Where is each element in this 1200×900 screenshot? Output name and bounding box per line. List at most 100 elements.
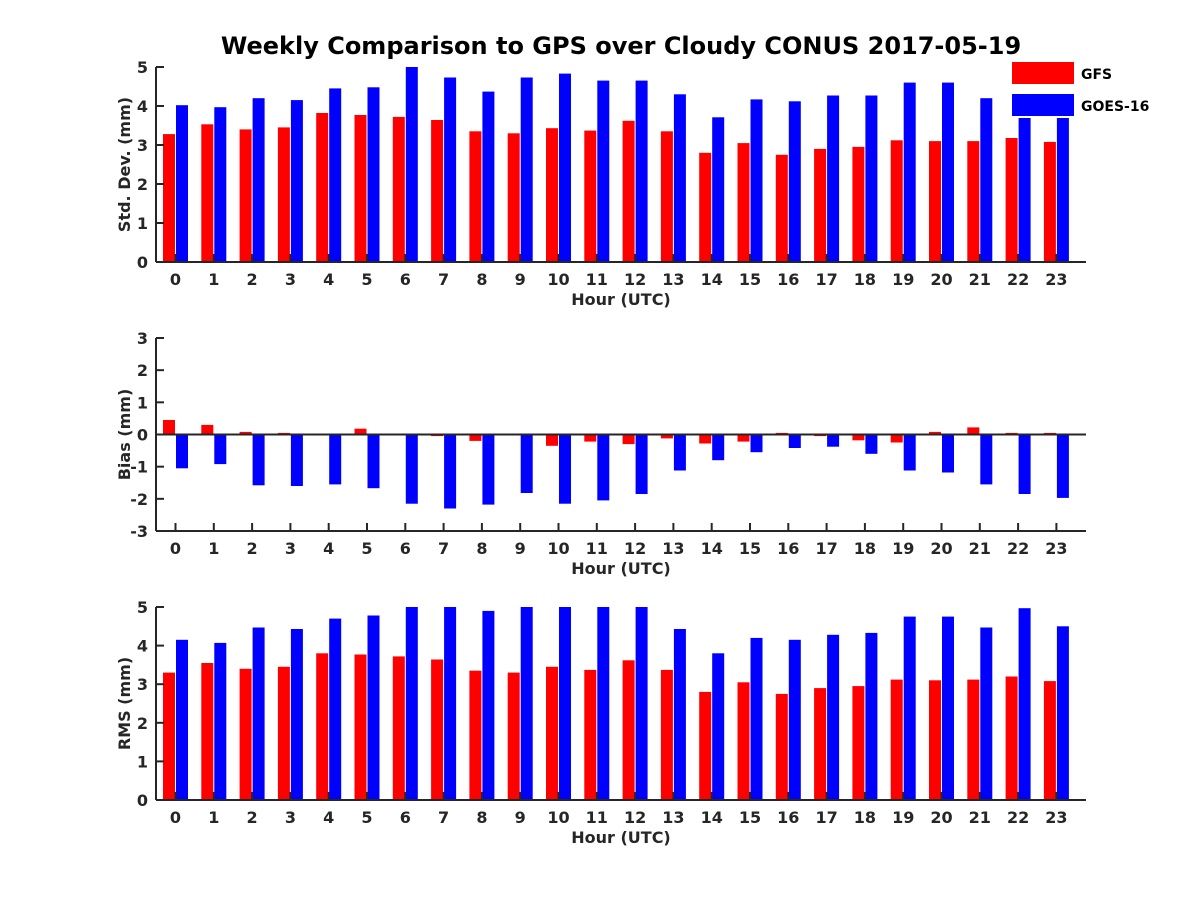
bar-gfs-hour-5 bbox=[354, 115, 367, 262]
bar-gfs-hour-8 bbox=[469, 670, 482, 800]
bar-goes16-hour-10 bbox=[559, 73, 571, 262]
x-tick-label: 15 bbox=[739, 808, 761, 827]
bar-goes16-hour-19 bbox=[903, 616, 916, 800]
x-tick-label: 2 bbox=[247, 808, 258, 827]
bar-goes16-hour-15 bbox=[750, 434, 763, 453]
bar-gfs-hour-9 bbox=[507, 672, 520, 800]
legend-swatch-goes16 bbox=[1012, 94, 1074, 116]
bar-goes16-hour-18 bbox=[865, 434, 878, 454]
x-tick-label: 11 bbox=[586, 808, 608, 827]
bar-goes16-hour-7 bbox=[444, 607, 457, 800]
bar-goes16-hour-9 bbox=[520, 434, 533, 493]
x-tick-label: 3 bbox=[285, 808, 296, 827]
bar-gfs-hour-21 bbox=[967, 141, 980, 262]
y-tick-label: 5 bbox=[137, 598, 148, 617]
bar-goes16-hour-10 bbox=[559, 607, 571, 800]
bar-goes16-hour-12 bbox=[635, 607, 648, 800]
x-tick-label: 11 bbox=[586, 539, 608, 558]
bar-goes16-hour-13 bbox=[673, 434, 686, 471]
bar-goes16-hour-21 bbox=[980, 98, 993, 262]
bar-goes16-hour-17 bbox=[827, 634, 840, 800]
x-tick-label: 19 bbox=[892, 808, 914, 827]
bar-gfs-hour-11 bbox=[584, 130, 597, 262]
bar-gfs-hour-20 bbox=[929, 680, 941, 800]
bar-goes16-hour-19 bbox=[903, 82, 916, 262]
bar-goes16-hour-4 bbox=[329, 618, 342, 800]
x-tick-label: 17 bbox=[815, 808, 837, 827]
x-tick-label: 22 bbox=[1007, 808, 1029, 827]
x-tick-label: 18 bbox=[854, 539, 876, 558]
bar-goes16-hour-19 bbox=[903, 434, 916, 471]
bar-gfs-hour-14 bbox=[699, 691, 712, 800]
x-axis-label: Hour (UTC) bbox=[571, 559, 671, 578]
bar-gfs-hour-20 bbox=[929, 431, 941, 435]
y-tick-label: 1 bbox=[137, 393, 148, 412]
bar-goes16-hour-11 bbox=[597, 80, 610, 262]
bar-goes16-hour-4 bbox=[329, 88, 342, 263]
bar-gfs-hour-23 bbox=[1043, 141, 1056, 262]
y-tick-label: 3 bbox=[137, 675, 148, 694]
bar-goes16-hour-8 bbox=[482, 91, 495, 262]
bar-gfs-hour-5 bbox=[354, 654, 367, 800]
x-axis-label: Hour (UTC) bbox=[571, 290, 671, 309]
bar-goes16-hour-22 bbox=[1018, 434, 1031, 494]
y-tick-label: 1 bbox=[137, 214, 148, 233]
bar-gfs-hour-16 bbox=[775, 693, 788, 800]
bar-gfs-hour-1 bbox=[201, 663, 214, 800]
bar-goes16-hour-16 bbox=[788, 639, 801, 800]
bar-goes16-hour-23 bbox=[1056, 434, 1069, 498]
x-tick-label: 23 bbox=[1045, 539, 1067, 558]
bar-gfs-hour-10 bbox=[546, 434, 558, 446]
x-tick-label: 20 bbox=[930, 539, 952, 558]
x-tick-label: 6 bbox=[400, 808, 411, 827]
bar-goes16-hour-22 bbox=[1018, 608, 1031, 800]
x-tick-label: 13 bbox=[662, 539, 684, 558]
x-tick-label: 9 bbox=[515, 539, 526, 558]
bar-gfs-hour-7 bbox=[431, 120, 444, 262]
legend: GFS GOES-16 bbox=[1008, 60, 1156, 118]
x-tick-label: 21 bbox=[969, 808, 991, 827]
bar-goes16-hour-11 bbox=[597, 434, 610, 501]
bar-gfs-hour-15 bbox=[737, 682, 750, 800]
bar-gfs-hour-16 bbox=[775, 154, 788, 263]
bar-goes16-hour-12 bbox=[635, 80, 648, 262]
bar-goes16-hour-3 bbox=[290, 629, 303, 800]
y-tick-label: 5 bbox=[137, 58, 148, 77]
bar-goes16-hour-3 bbox=[290, 434, 303, 486]
bar-goes16-hour-21 bbox=[980, 434, 993, 485]
x-tick-label: 4 bbox=[323, 270, 334, 289]
y-tick-label: 3 bbox=[137, 136, 148, 155]
bar-goes16-hour-8 bbox=[482, 434, 495, 505]
x-tick-label: 7 bbox=[438, 808, 449, 827]
bar-gfs-hour-9 bbox=[507, 133, 520, 262]
bar-goes16-hour-11 bbox=[597, 607, 610, 800]
bar-gfs-hour-7 bbox=[431, 659, 444, 800]
bar-gfs-hour-15 bbox=[737, 434, 750, 442]
x-tick-label: 14 bbox=[701, 270, 723, 289]
bar-goes16-hour-13 bbox=[673, 94, 686, 262]
y-tick-label: 2 bbox=[137, 714, 148, 733]
bar-gfs-hour-11 bbox=[584, 434, 597, 442]
x-tick-label: 10 bbox=[547, 539, 569, 558]
x-tick-label: 21 bbox=[969, 539, 991, 558]
y-tick-label: 0 bbox=[137, 426, 148, 445]
x-tick-label: 4 bbox=[323, 808, 334, 827]
y-tick-label: 0 bbox=[137, 253, 148, 272]
x-tick-label: 9 bbox=[515, 270, 526, 289]
bar-goes16-hour-18 bbox=[865, 95, 878, 262]
x-tick-label: 13 bbox=[662, 270, 684, 289]
y-tick-label: 0 bbox=[137, 791, 148, 810]
x-tick-label: 18 bbox=[854, 808, 876, 827]
bar-goes16-hour-20 bbox=[942, 82, 954, 262]
bar-gfs-hour-3 bbox=[277, 666, 290, 800]
bar-gfs-hour-2 bbox=[239, 668, 252, 800]
bar-goes16-hour-2 bbox=[252, 627, 265, 800]
legend-swatch-gfs bbox=[1012, 62, 1074, 84]
x-tick-label: 11 bbox=[586, 270, 608, 289]
y-axis-label: Bias (mm) bbox=[115, 389, 134, 481]
bar-gfs-hour-0 bbox=[163, 420, 175, 435]
bar-goes16-hour-1 bbox=[214, 107, 227, 262]
x-tick-label: 12 bbox=[624, 270, 646, 289]
bar-gfs-hour-14 bbox=[699, 152, 712, 262]
